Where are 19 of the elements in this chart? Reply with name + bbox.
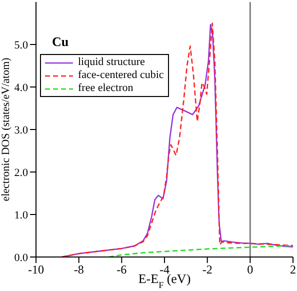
x-tick-label: -4: [160, 262, 170, 277]
legend-label: face-centered cubic: [78, 69, 164, 82]
x-tick-label: -6: [116, 262, 127, 277]
legend-label: free electron: [78, 82, 134, 95]
legend-label: liquid structure: [78, 56, 145, 69]
line-series: [108, 244, 293, 257]
y-tick-label: 4.0: [14, 82, 28, 94]
y-axis-title: electronic DOS (states/eV/atom): [0, 57, 12, 202]
x-tick-label: -10: [28, 262, 44, 277]
x-tick-label: 2: [290, 262, 296, 277]
x-tick-label: 0: [247, 262, 254, 277]
y-tick-label: 0.0: [14, 252, 28, 264]
x-tick-label: -2: [202, 262, 212, 277]
y-tick-label: 5.0: [14, 39, 28, 52]
annotation: Cu: [52, 34, 69, 50]
y-tick-label: 2.0: [14, 166, 28, 179]
x-tick-label: -8: [74, 262, 84, 277]
y-tick-label: 3.0: [14, 124, 28, 136]
y-tick-label: 1.0: [14, 209, 28, 222]
